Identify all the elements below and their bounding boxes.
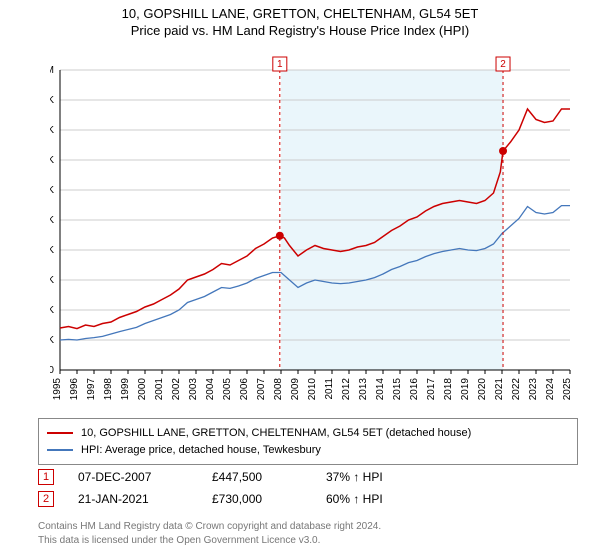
legend-row-hpi: HPI: Average price, detached house, Tewk…: [47, 442, 569, 459]
svg-text:1997: 1997: [86, 378, 97, 401]
svg-text:2000: 2000: [137, 378, 148, 401]
svg-text:2010: 2010: [307, 378, 318, 401]
legend-row-price-paid: 10, GOPSHILL LANE, GRETTON, CHELTENHAM, …: [47, 425, 569, 442]
svg-text:2021: 2021: [494, 378, 505, 401]
svg-text:2016: 2016: [409, 378, 420, 401]
svg-text:£400K: £400K: [50, 245, 54, 256]
sale-date: 07-DEC-2007: [78, 470, 188, 484]
legend-swatch-price-paid: [47, 432, 73, 434]
svg-text:1999: 1999: [120, 378, 131, 401]
svg-text:2009: 2009: [290, 378, 301, 401]
svg-text:2014: 2014: [375, 378, 386, 401]
svg-text:£700K: £700K: [50, 155, 54, 166]
svg-text:2004: 2004: [205, 378, 216, 401]
svg-text:£600K: £600K: [50, 185, 54, 196]
sale-price: £447,500: [212, 470, 302, 484]
sale-price: £730,000: [212, 492, 302, 506]
chart-titles: 10, GOPSHILL LANE, GRETTON, CHELTENHAM, …: [0, 0, 600, 38]
svg-text:2002: 2002: [171, 378, 182, 401]
footer-line1: Contains HM Land Registry data © Crown c…: [38, 520, 578, 534]
footer-line2: This data is licensed under the Open Gov…: [38, 534, 578, 548]
svg-text:2023: 2023: [528, 378, 539, 401]
svg-text:2012: 2012: [341, 378, 352, 401]
svg-text:1: 1: [277, 59, 283, 70]
svg-text:2005: 2005: [222, 378, 233, 401]
svg-text:1996: 1996: [69, 378, 80, 401]
legend: 10, GOPSHILL LANE, GRETTON, CHELTENHAM, …: [38, 418, 578, 465]
svg-text:2020: 2020: [477, 378, 488, 401]
footer-attribution: Contains HM Land Registry data © Crown c…: [38, 520, 578, 547]
sale-hpi-delta: 60% ↑ HPI: [326, 492, 436, 506]
svg-text:2008: 2008: [273, 378, 284, 401]
legend-label-hpi: HPI: Average price, detached house, Tewk…: [81, 442, 321, 459]
svg-text:2: 2: [500, 59, 506, 70]
legend-swatch-hpi: [47, 449, 73, 451]
svg-text:2025: 2025: [562, 378, 573, 401]
svg-text:2024: 2024: [545, 378, 556, 401]
chart: £0 £100K £200K £300K £400K £500K £600K £700K £80…: [50, 46, 580, 406]
sale-row: 2 21-JAN-2021 £730,000 60% ↑ HPI: [38, 488, 578, 510]
sale-badge: 1: [38, 469, 54, 485]
sale-events: 1 07-DEC-2007 £447,500 37% ↑ HPI 2 21-JA…: [38, 466, 578, 510]
svg-text:£1M: £1M: [50, 65, 54, 76]
svg-text:2019: 2019: [460, 378, 471, 401]
svg-text:2018: 2018: [443, 378, 454, 401]
svg-text:1998: 1998: [103, 378, 114, 401]
svg-text:2022: 2022: [511, 378, 522, 401]
svg-text:2001: 2001: [154, 378, 165, 401]
sale-row: 1 07-DEC-2007 £447,500 37% ↑ HPI: [38, 466, 578, 488]
svg-text:£500K: £500K: [50, 215, 54, 226]
svg-text:£0: £0: [50, 365, 54, 376]
svg-text:2011: 2011: [324, 378, 335, 400]
title-address: 10, GOPSHILL LANE, GRETTON, CHELTENHAM, …: [0, 6, 600, 21]
svg-text:£300K: £300K: [50, 275, 54, 286]
chart-svg: £0 £100K £200K £300K £400K £500K £600K £700K £80…: [50, 46, 580, 406]
svg-text:2015: 2015: [392, 378, 403, 401]
svg-text:2017: 2017: [426, 378, 437, 401]
svg-text:2006: 2006: [239, 378, 250, 401]
sale-date: 21-JAN-2021: [78, 492, 188, 506]
svg-text:£200K: £200K: [50, 305, 54, 316]
svg-text:£100K: £100K: [50, 335, 54, 346]
sale-badge: 2: [38, 491, 54, 507]
legend-label-price-paid: 10, GOPSHILL LANE, GRETTON, CHELTENHAM, …: [81, 425, 471, 442]
svg-text:1995: 1995: [52, 378, 63, 401]
svg-text:2007: 2007: [256, 378, 267, 401]
svg-text:£800K: £800K: [50, 125, 54, 136]
title-subtitle: Price paid vs. HM Land Registry's House …: [0, 23, 600, 38]
svg-text:2003: 2003: [188, 378, 199, 401]
svg-text:£900K: £900K: [50, 95, 54, 106]
svg-text:2013: 2013: [358, 378, 369, 401]
sale-hpi-delta: 37% ↑ HPI: [326, 470, 436, 484]
